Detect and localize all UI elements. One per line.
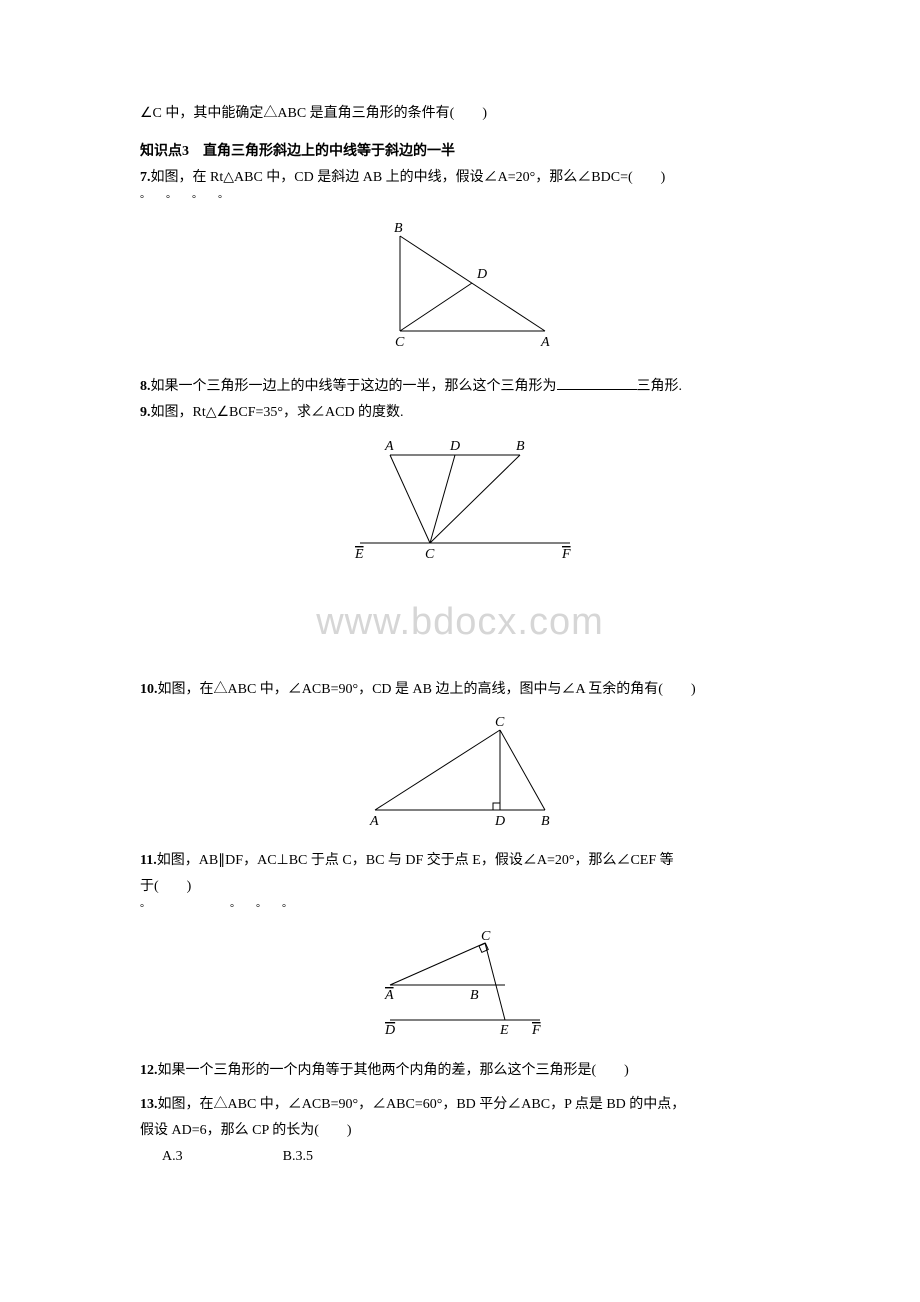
question-13-a: 13.如图，在△ABC 中，∠ACB=90°，∠ABC=60°，BD 平分∠AB… (140, 1093, 780, 1117)
label-F: F (561, 547, 571, 562)
label-D: D (476, 267, 487, 282)
question-12-text: 如果一个三角形的一个内角等于其他两个内角的差，那么这个三角形是( ) (158, 1063, 629, 1078)
question-8-text-b: 三角形. (637, 379, 683, 394)
question-9: 9.如图，Rt△∠BCF=35°，求∠ACD 的度数. (140, 401, 780, 425)
question-10: 10.如图，在△ABC 中，∠ACB=90°，CD 是 AB 边上的高线，图中与… (140, 678, 780, 702)
figure-q10: C A D B (140, 710, 780, 839)
label-E: E (499, 1023, 509, 1038)
figure-q9: A D B E C F (140, 433, 780, 572)
label-D: D (494, 814, 505, 829)
question-11-options: ° ° ° ° (140, 900, 780, 917)
label-D: D (384, 1023, 395, 1038)
question-9-text: 如图，Rt△∠BCF=35°，求∠ACD 的度数. (151, 405, 404, 420)
question-fragment: ∠C 中，其中能确定△ABC 是直角三角形的条件有( ) (140, 102, 780, 126)
question-7-text: 如图，在 Rt△ABC 中，CD 是斜边 AB 上的中线，假设∠A=20°，那么… (151, 170, 666, 185)
label-A: A (369, 814, 379, 829)
label-A: A (540, 335, 550, 350)
label-C: C (395, 335, 405, 350)
section-3-title: 知识点3 直角三角形斜边上的中线等于斜边的一半 (140, 140, 780, 164)
label-E: E (354, 547, 364, 562)
question-7: 7.如图，在 Rt△ABC 中，CD 是斜边 AB 上的中线，假设∠A=20°，… (140, 166, 780, 190)
question-11-a: 11.如图，AB∥DF，AC⊥BC 于点 C，BC 与 DF 交于点 E，假设∠… (140, 849, 780, 873)
label-C: C (495, 715, 505, 730)
watermark-text: www.bdocx.com (140, 590, 780, 655)
label-B: B (541, 814, 550, 829)
question-8: 8.如果一个三角形一边上的中线等于这边的一半，那么这个三角形为三角形. (140, 375, 780, 399)
label-A: A (384, 988, 394, 1003)
option-b: B.3.5 (283, 1145, 313, 1169)
question-13-text-a: 如图，在△ABC 中，∠ACB=90°，∠ABC=60°，BD 平分∠ABC，P… (158, 1097, 686, 1112)
question-11-text-a: 如图，AB∥DF，AC⊥BC 于点 C，BC 与 DF 交于点 E，假设∠A=2… (157, 853, 674, 868)
label-A: A (384, 439, 394, 454)
label-F: F (531, 1023, 541, 1038)
label-B: B (516, 439, 525, 454)
figure-q7: B D C A (140, 216, 780, 365)
label-B: B (394, 221, 403, 236)
document-page: ∠C 中，其中能确定△ABC 是直角三角形的条件有( ) 知识点3 直角三角形斜… (0, 0, 920, 1230)
question-13-b: 假设 AD=6，那么 CP 的长为( ) (140, 1119, 780, 1143)
label-B: B (470, 988, 479, 1003)
figure-q11: C A B D E F (140, 925, 780, 1049)
option-a: A.3 (162, 1145, 183, 1169)
question-12: 12.如果一个三角形的一个内角等于其他两个内角的差，那么这个三角形是( ) (140, 1059, 780, 1083)
question-10-text: 如图，在△ABC 中，∠ACB=90°，CD 是 AB 边上的高线，图中与∠A … (158, 682, 696, 697)
label-C: C (425, 547, 435, 562)
question-11-b: 于( ) (140, 875, 780, 899)
label-D: D (449, 439, 460, 454)
question-7-options: ° ° ° ° (140, 191, 780, 208)
label-C: C (481, 929, 491, 944)
question-8-text-a: 如果一个三角形一边上的中线等于这边的一半，那么这个三角形为 (151, 379, 557, 394)
fill-blank (557, 375, 637, 390)
question-13-options: A.3 B.3.5 (140, 1145, 780, 1169)
